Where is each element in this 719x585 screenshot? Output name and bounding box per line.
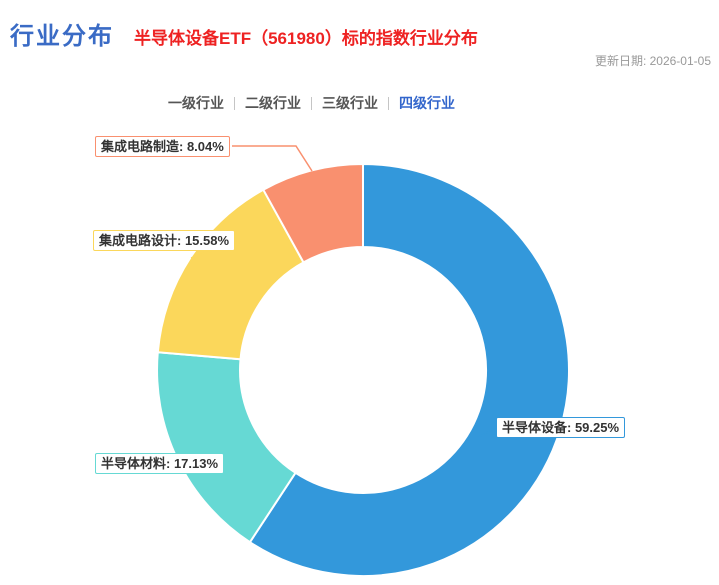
page-title: 行业分布	[10, 23, 114, 50]
donut-segment-半导体设备[interactable]	[248, 162, 570, 577]
tab-separator	[311, 97, 312, 110]
leader-line-集成电路制造	[232, 145, 313, 172]
pie-label-集成电路制造: 集成电路制造: 8.04%	[95, 136, 230, 157]
donut-segment-集成电路制造[interactable]	[261, 162, 364, 264]
tab-level-1[interactable]: 一级行业	[168, 95, 224, 111]
tab-level-4[interactable]: 四级行业	[399, 95, 455, 111]
update-date: 更新日期: 2026-01-05	[594, 54, 711, 68]
chart-title: 半导体设备ETF（561980）标的指数行业分布	[134, 29, 478, 48]
tab-level-3[interactable]: 三级行业	[322, 95, 378, 111]
tab-level-2[interactable]: 二级行业	[245, 95, 301, 111]
tab-separator	[388, 97, 389, 110]
tab-separator	[234, 97, 235, 110]
industry-level-tabs: 一级行业 二级行业 三级行业 四级行业	[0, 95, 719, 112]
header: 行业分布 半导体设备ETF（561980）标的指数行业分布	[10, 16, 478, 51]
